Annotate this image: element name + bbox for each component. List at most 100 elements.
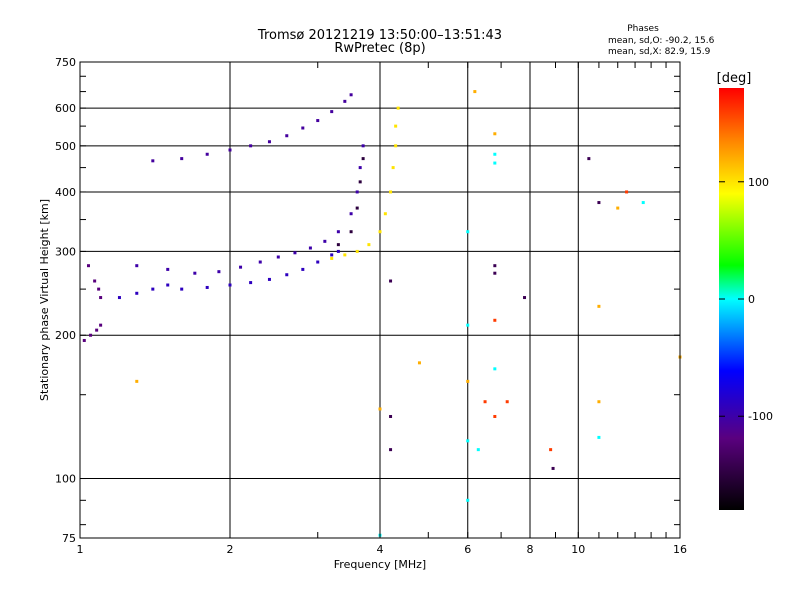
echo-point	[135, 264, 139, 268]
echo-point	[493, 271, 497, 275]
echo-point	[523, 296, 527, 300]
echo-point	[616, 206, 620, 210]
echo-point	[493, 161, 497, 165]
echo-point	[267, 140, 271, 144]
echo-point	[293, 251, 297, 255]
echo-point	[391, 166, 395, 170]
echo-point	[349, 212, 353, 216]
echo-point	[641, 201, 645, 205]
echo-point	[316, 260, 320, 264]
echo-point	[355, 206, 359, 210]
echo-point	[394, 144, 398, 148]
echo-point	[135, 379, 139, 383]
echo-point	[239, 265, 243, 269]
echo-point	[349, 230, 353, 234]
echo-point	[166, 283, 170, 287]
echo-point	[249, 144, 253, 148]
echo-point	[180, 157, 184, 161]
echo-point	[355, 190, 359, 194]
echo-point	[330, 253, 334, 257]
echo-point	[308, 246, 312, 250]
echo-point	[493, 318, 497, 322]
echo-point	[336, 230, 340, 234]
colorbar-tick-label: 100	[748, 176, 769, 189]
echo-point	[466, 498, 470, 502]
y-tick-label: 600	[55, 102, 76, 115]
echo-point	[135, 291, 139, 295]
x-tick-label: 1	[77, 543, 84, 556]
echo-point	[358, 166, 362, 170]
echo-point	[99, 296, 103, 300]
echo-point	[336, 249, 340, 253]
echo-point	[389, 448, 393, 452]
echo-point	[587, 157, 591, 161]
echo-point	[301, 267, 305, 271]
y-tick-label: 200	[55, 329, 76, 342]
echo-point	[166, 267, 170, 271]
echo-point	[549, 448, 553, 452]
x-tick-label: 2	[227, 543, 234, 556]
echo-point	[597, 400, 601, 404]
echo-point	[597, 304, 601, 308]
echo-point	[99, 323, 103, 327]
colorbar-tick-label: 0	[748, 293, 755, 306]
echo-point	[466, 379, 470, 383]
phase-stats-heading: Phases	[627, 24, 659, 34]
y-tick-label: 500	[55, 140, 76, 153]
data-points	[82, 90, 682, 537]
y-tick-label: 300	[55, 245, 76, 258]
echo-point	[343, 99, 347, 103]
echo-point	[597, 435, 601, 439]
echo-point	[476, 448, 480, 452]
echo-point	[285, 134, 289, 138]
echo-point	[378, 407, 382, 411]
y-tick-label: 400	[55, 186, 76, 199]
x-tick-label: 6	[464, 543, 471, 556]
echo-point	[151, 159, 155, 163]
x-tick-label: 4	[377, 543, 384, 556]
echo-point	[267, 277, 271, 281]
echo-point	[336, 243, 340, 247]
echo-point	[95, 328, 99, 332]
echo-point	[389, 190, 393, 194]
y-tick-label: 75	[62, 532, 76, 545]
colorbar-ticks: -100 0 100	[719, 176, 773, 423]
echo-point	[330, 110, 334, 114]
echo-point	[361, 144, 365, 148]
echo-point	[93, 279, 97, 283]
echo-point	[217, 270, 221, 274]
echo-point	[361, 157, 365, 161]
echo-point	[483, 400, 487, 404]
echo-point	[396, 106, 400, 110]
echo-point	[551, 466, 555, 470]
echo-point	[82, 338, 86, 342]
echo-point	[86, 264, 90, 268]
echo-point	[316, 119, 320, 123]
colorbar-tick-label: -100	[748, 410, 773, 423]
echo-point	[343, 253, 347, 257]
echo-point	[358, 180, 362, 184]
echo-point	[330, 256, 334, 260]
echo-point	[180, 287, 184, 291]
echo-point	[597, 201, 601, 205]
echo-point	[97, 287, 101, 291]
echo-point	[117, 296, 121, 300]
chart-title: Tromsø 20121219 13:50:00–13:51:43	[257, 28, 502, 43]
echo-point	[258, 260, 262, 264]
echo-point	[205, 285, 209, 289]
echo-point	[417, 361, 421, 365]
echo-point	[625, 190, 629, 194]
echo-point	[389, 414, 393, 418]
x-tick-label: 8	[527, 543, 534, 556]
y-axis-label: Stationary phase Virtual Height [km]	[38, 199, 51, 401]
echo-point	[228, 283, 232, 287]
x-axis-label: Frequency [MHz]	[334, 558, 426, 571]
echo-point	[193, 271, 197, 275]
chart-subtitle: RwPretec (8p)	[334, 41, 425, 56]
echo-point	[505, 400, 509, 404]
echo-point	[466, 230, 470, 234]
echo-point	[493, 264, 497, 268]
echo-point	[378, 230, 382, 234]
x-tick-label: 16	[673, 543, 687, 556]
